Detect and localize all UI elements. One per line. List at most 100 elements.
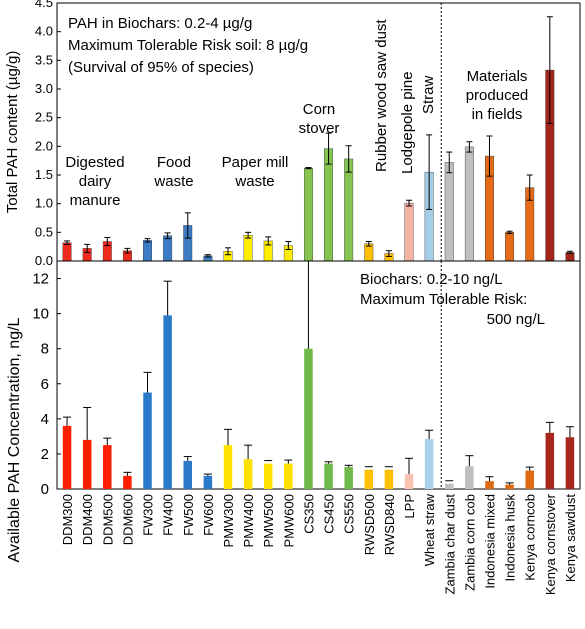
bar-Kenya cornstover bbox=[545, 432, 555, 489]
category-label: DDM600 bbox=[120, 494, 135, 545]
group-label-cs: Corn bbox=[303, 101, 336, 118]
bar-Zambia corn cob bbox=[464, 146, 474, 262]
category-label: CS450 bbox=[322, 494, 337, 534]
bar-FW400 bbox=[163, 315, 172, 489]
category-label: Kenya cornstover bbox=[543, 493, 558, 595]
group-label-rwsd: Rubber wood saw dust bbox=[373, 19, 390, 172]
y-tick-label: 6 bbox=[41, 376, 49, 393]
bar-FW600 bbox=[203, 475, 213, 489]
group-label-ddm: Digested bbox=[65, 154, 124, 171]
bar-DDM600 bbox=[123, 475, 132, 489]
category-label: Kenya corncob bbox=[523, 494, 538, 581]
bar-FW300 bbox=[143, 392, 152, 489]
bar-Zambia corn cob bbox=[465, 466, 474, 489]
group-label-ddm: manure bbox=[70, 192, 121, 209]
bar-CS550 bbox=[344, 467, 353, 489]
category-label: CS550 bbox=[342, 494, 357, 534]
bar-Indonesia mixed bbox=[485, 481, 494, 489]
category-label: Zambia corn cob bbox=[462, 494, 477, 591]
category-label: CS350 bbox=[301, 494, 316, 534]
y-tick-label: 2.0 bbox=[35, 138, 53, 153]
category-label: FW400 bbox=[161, 494, 176, 536]
category-label: DDM500 bbox=[100, 494, 115, 545]
bar-DDM300 bbox=[62, 242, 72, 262]
category-label: Wheat straw bbox=[422, 493, 437, 566]
y-axis-label: Total PAH content (µg/g) bbox=[4, 51, 21, 214]
category-label: PMW300 bbox=[221, 494, 236, 547]
top-info-line: Maximum Tolerable Risk soil: 8 µg/g bbox=[68, 37, 308, 54]
top-info-line: (Survival of 95% of species) bbox=[68, 59, 254, 76]
bar-CS350 bbox=[304, 348, 313, 489]
category-label: FW300 bbox=[141, 494, 156, 536]
category-label: FW600 bbox=[201, 494, 216, 536]
category-label: Indonesia husk bbox=[503, 494, 518, 582]
bar-Kenya corncob bbox=[525, 470, 534, 489]
y-tick-label: 0.5 bbox=[35, 224, 53, 239]
group-label-pmw: Paper mill bbox=[222, 154, 289, 171]
y-tick-label: 8 bbox=[41, 341, 49, 358]
group-label-lpp: Lodgepole pine bbox=[399, 71, 416, 174]
y-tick-label: 2 bbox=[41, 446, 49, 463]
y-tick-label: 0 bbox=[41, 481, 49, 498]
y-tick-label: 2.5 bbox=[35, 110, 53, 125]
bar-FW500 bbox=[183, 460, 192, 489]
category-label: DDM300 bbox=[60, 494, 75, 545]
bar-RWSD500 bbox=[364, 469, 374, 489]
y-tick-label: 4.0 bbox=[35, 24, 53, 39]
bar-DDM300 bbox=[62, 425, 72, 489]
category-label: LPP bbox=[402, 494, 417, 519]
available-pah-panel: 0 2 4 6 8 10 12 Available PAH Concentration, ng… bbox=[6, 260, 581, 595]
group-label-pmw: waste bbox=[234, 173, 274, 190]
bar-LPP bbox=[404, 474, 414, 489]
y-tick-label: 3.0 bbox=[35, 81, 53, 96]
bottom-info-line: Maximum Tolerable Risk: bbox=[360, 291, 527, 308]
bar-Indonesia husk bbox=[505, 484, 514, 489]
bar-DDM500 bbox=[103, 445, 112, 489]
bar-RWSD840 bbox=[384, 469, 394, 489]
bar-CS350 bbox=[303, 167, 313, 262]
top-info-line: PAH in Biochars: 0.2-4 µg/g bbox=[68, 15, 252, 32]
bar-FW400 bbox=[163, 235, 173, 262]
category-label: Kenya sawdust bbox=[563, 494, 578, 583]
bar-DDM400 bbox=[82, 439, 92, 489]
y-tick-label: 4 bbox=[41, 411, 49, 428]
bar-Zambia char dust bbox=[444, 162, 454, 262]
bar-CS450 bbox=[324, 148, 334, 262]
category-label: DDM400 bbox=[80, 494, 95, 545]
group-label-fields: produced bbox=[466, 87, 529, 104]
y-tick-label: 3.5 bbox=[35, 52, 53, 67]
bar-PMW500 bbox=[263, 463, 273, 489]
bar-PMW600 bbox=[284, 463, 293, 489]
bar-CS550 bbox=[344, 158, 354, 262]
total-pah-panel: 0.0 0.5 1.0 1.5 2.0 2.5 3.0 3.5 4.0 4.5 Total PAH … bbox=[4, 0, 581, 268]
y-tick-label: 12 bbox=[32, 271, 49, 288]
group-label-ddm: dairy bbox=[79, 173, 112, 190]
bottom-info-line: 500 ng/L bbox=[487, 311, 545, 328]
bar-PMW400 bbox=[243, 234, 253, 262]
bar-LPP bbox=[404, 202, 414, 262]
group-label-fields: in fields bbox=[472, 106, 523, 123]
bottom-plot-frame bbox=[56, 260, 581, 490]
bottom-info-line: Biochars: 0.2-10 ng/L bbox=[360, 271, 503, 288]
y-tick-label: 1.5 bbox=[35, 167, 53, 182]
bar-CS450 bbox=[324, 463, 333, 489]
y-tick-label: 0.0 bbox=[35, 253, 53, 268]
y-tick-label: 1.0 bbox=[35, 196, 53, 211]
category-label: Indonesia mixed bbox=[482, 494, 497, 589]
category-label: PMW400 bbox=[241, 494, 256, 547]
group-label-straw: Straw bbox=[420, 75, 437, 114]
bar-Zambia char dust bbox=[445, 483, 454, 489]
category-label: RWSD500 bbox=[362, 494, 377, 555]
bar-Indonesia husk bbox=[505, 232, 515, 262]
group-label-fw: waste bbox=[153, 173, 193, 190]
y-axis-label: Available PAH Concentration, ng/L bbox=[6, 317, 23, 562]
y-tick-label: 10 bbox=[32, 306, 49, 323]
bar-PMW300 bbox=[223, 445, 233, 489]
category-label: Zambia char dust bbox=[442, 494, 457, 595]
group-label-fw: Food bbox=[157, 154, 191, 171]
bar-FW300 bbox=[143, 240, 152, 262]
bar-Kenya sawdust bbox=[565, 437, 575, 489]
bar-Wheat straw bbox=[424, 439, 434, 489]
category-label: PMW500 bbox=[261, 494, 276, 547]
category-label: PMW600 bbox=[281, 494, 296, 547]
